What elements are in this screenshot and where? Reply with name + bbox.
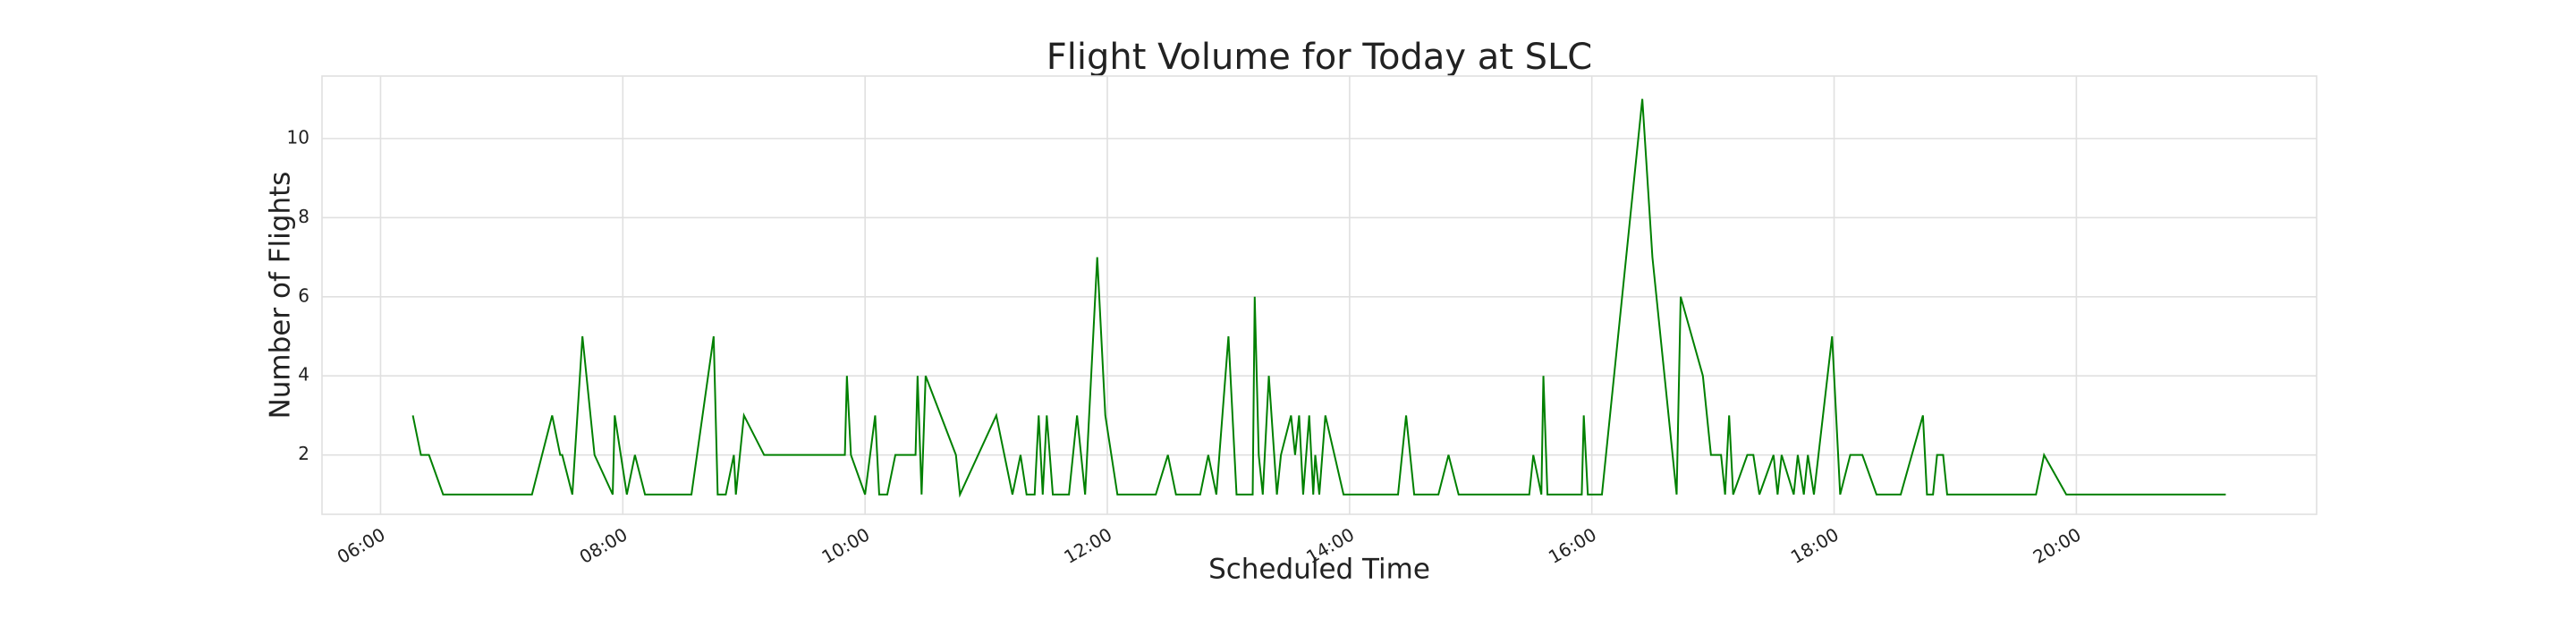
y-tick-label: 4 (298, 364, 309, 386)
line (411, 98, 2226, 498)
chart-title: Flight Volume for Today at SLC (1046, 37, 1593, 78)
y-tick-label: 8 (298, 206, 309, 227)
y-axis-label: Number of Flights (265, 172, 297, 419)
y-tick-label: 10 (287, 126, 309, 148)
plot-frame (321, 75, 2318, 515)
x-axis-label: Scheduled Time (1208, 554, 1430, 586)
y-tick-label: 6 (298, 284, 309, 306)
y-tick-label: 2 (298, 443, 309, 464)
